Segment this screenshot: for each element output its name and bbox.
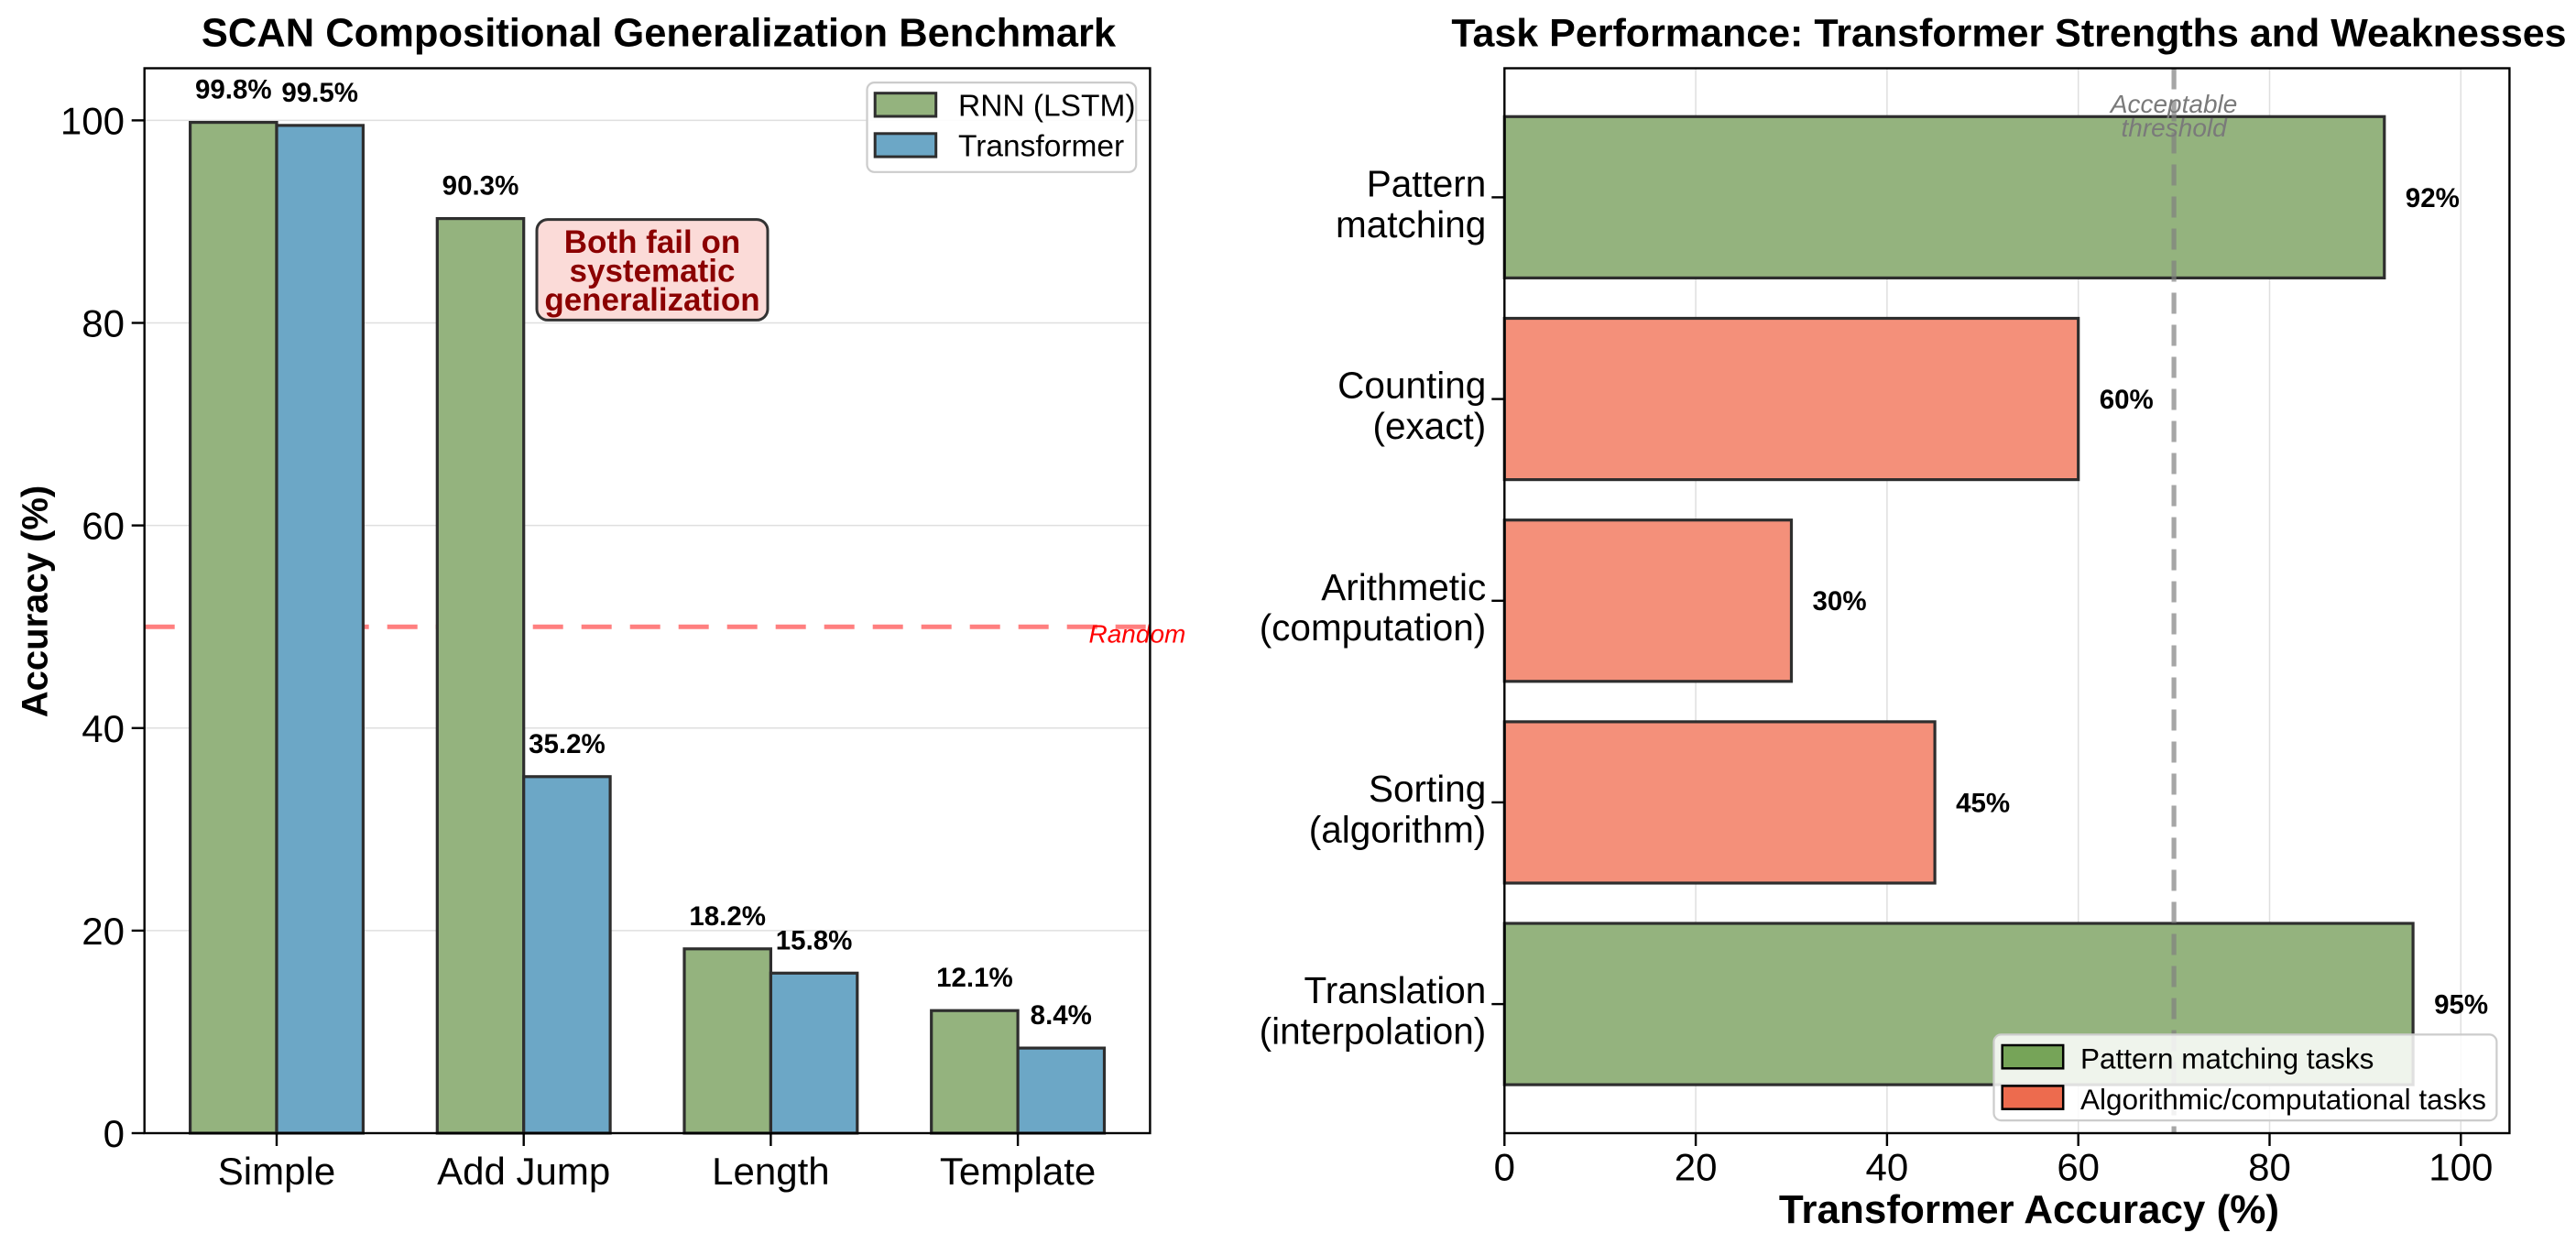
svg-text:12.1%: 12.1% (936, 963, 1013, 993)
svg-text:100: 100 (2429, 1146, 2493, 1189)
svg-text:Sorting: Sorting (1369, 768, 1486, 810)
svg-text:Length: Length (712, 1150, 829, 1193)
svg-text:Template: Template (940, 1150, 1096, 1193)
svg-text:(interpolation): (interpolation) (1260, 1010, 1487, 1053)
svg-text:60%: 60% (2100, 385, 2154, 415)
svg-text:30%: 30% (1813, 586, 1867, 617)
svg-text:99.8%: 99.8% (195, 75, 272, 105)
svg-text:100: 100 (60, 99, 125, 142)
svg-text:Accuracy (%): Accuracy (%) (15, 486, 55, 717)
svg-text:80: 80 (82, 302, 125, 345)
svg-text:(computation): (computation) (1260, 606, 1487, 649)
svg-text:Arithmetic: Arithmetic (1321, 566, 1486, 608)
svg-text:(exact): (exact) (1373, 405, 1487, 447)
svg-text:Counting: Counting (1337, 365, 1486, 407)
svg-text:20: 20 (82, 910, 125, 953)
svg-text:SCAN Compositional Generalizat: SCAN Compositional Generalization Benchm… (202, 12, 1117, 56)
svg-text:Acceptable: Acceptable (2109, 90, 2238, 118)
svg-text:95%: 95% (2434, 990, 2488, 1020)
svg-text:Random: Random (1089, 619, 1186, 648)
svg-text:Translation: Translation (1304, 969, 1486, 1011)
svg-text:(algorithm): (algorithm) (1309, 808, 1487, 850)
svg-text:40: 40 (82, 707, 125, 750)
svg-text:Simple: Simple (218, 1150, 335, 1193)
svg-text:Pattern matching tasks: Pattern matching tasks (2080, 1042, 2374, 1075)
svg-text:18.2%: 18.2% (689, 901, 766, 932)
svg-text:Algorithmic/computational task: Algorithmic/computational tasks (2080, 1083, 2486, 1116)
svg-text:60: 60 (82, 505, 125, 548)
svg-text:60: 60 (2057, 1146, 2100, 1189)
svg-text:40: 40 (1866, 1146, 1909, 1189)
svg-text:8.4%: 8.4% (1031, 1000, 1092, 1031)
svg-text:RNN (LSTM): RNN (LSTM) (958, 89, 1136, 123)
svg-text:threshold: threshold (2122, 114, 2229, 142)
svg-text:45%: 45% (1956, 788, 2010, 818)
svg-text:99.5%: 99.5% (281, 78, 358, 108)
svg-text:0: 0 (1494, 1146, 1515, 1189)
svg-text:0: 0 (104, 1112, 125, 1155)
svg-text:Add Jump: Add Jump (437, 1150, 610, 1193)
svg-text:Transformer: Transformer (958, 129, 1124, 163)
svg-text:80: 80 (2248, 1146, 2291, 1189)
svg-text:Pattern: Pattern (1367, 162, 1487, 204)
svg-text:90.3%: 90.3% (442, 171, 519, 202)
svg-text:matching: matching (1336, 203, 1486, 246)
svg-text:92%: 92% (2406, 183, 2460, 213)
svg-text:Both fail on: Both fail on (564, 224, 740, 260)
svg-text:Transformer Accuracy (%): Transformer Accuracy (%) (1779, 1187, 2279, 1232)
svg-text:15.8%: 15.8% (776, 925, 853, 955)
svg-text:generalization: generalization (544, 282, 759, 318)
svg-text:Task Performance: Transformer: Task Performance: Transformer Strengths … (1451, 12, 2566, 56)
svg-text:20: 20 (1675, 1146, 1718, 1189)
svg-text:systematic: systematic (570, 254, 736, 289)
svg-text:35.2%: 35.2% (529, 729, 606, 759)
